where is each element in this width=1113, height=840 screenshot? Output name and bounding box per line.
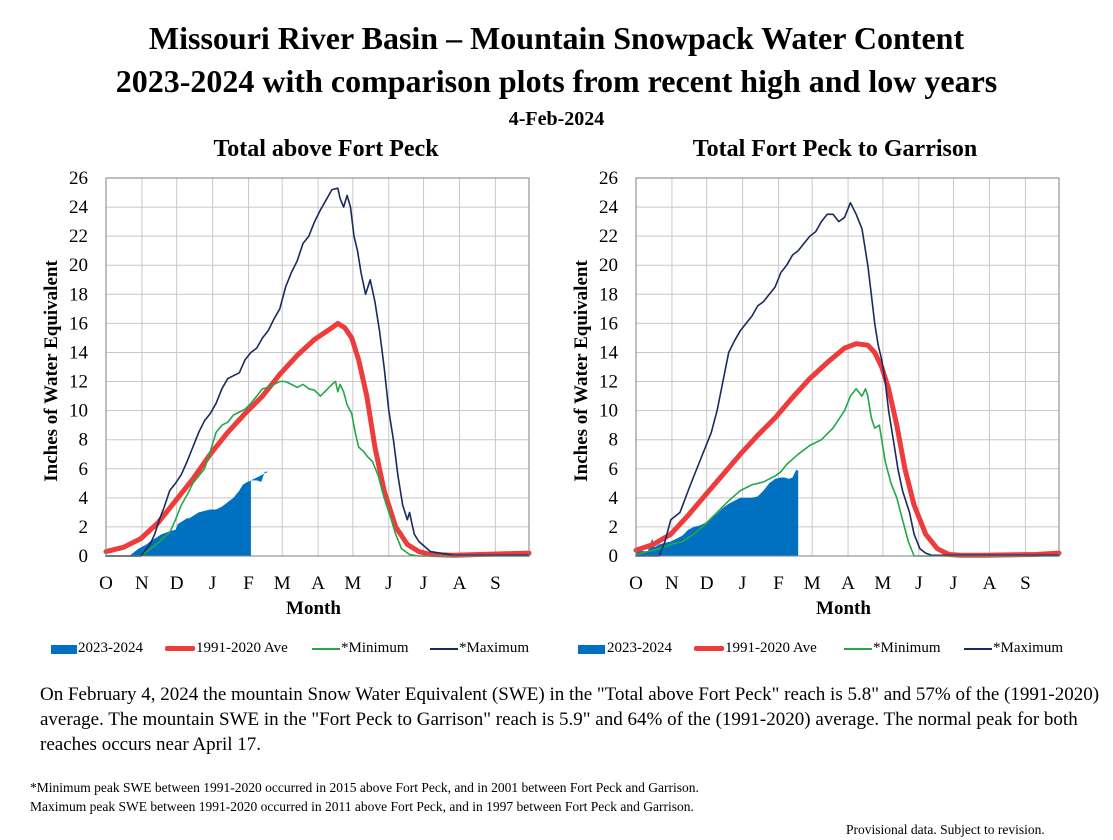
plot-border xyxy=(105,177,530,557)
legend-swatch-maximum xyxy=(430,648,458,650)
x-tick-label: J xyxy=(385,573,392,594)
legend-label-current: 2023-2024 xyxy=(607,640,672,656)
subtitle: 2023-2024 with comparison plots from rec… xyxy=(115,63,998,99)
x-axis-label: Month xyxy=(286,598,341,619)
main-title: Missouri River Basin – Mountain Snowpack… xyxy=(148,20,965,56)
x-tick-label: N xyxy=(665,573,679,594)
report-date: 4-Feb-2024 xyxy=(508,108,605,130)
x-tick-label: O xyxy=(99,573,113,594)
legend-swatch-maximum xyxy=(964,648,992,650)
x-tick-label: J xyxy=(420,573,427,594)
y-tick-label: 4 xyxy=(79,488,89,509)
x-tick-label: M xyxy=(804,573,821,594)
y-tick-label: 8 xyxy=(79,430,89,451)
x-tick-label: M xyxy=(874,573,891,594)
x-tick-label: A xyxy=(311,573,325,594)
y-tick-label: 18 xyxy=(599,284,618,305)
y-tick-label: 10 xyxy=(69,401,88,422)
legend-swatch-average xyxy=(165,646,195,651)
legend-swatch-current xyxy=(578,645,605,654)
x-tick-label: D xyxy=(170,573,184,594)
y-tick-label: 16 xyxy=(69,313,88,334)
x-tick-label: M xyxy=(274,573,291,594)
x-tick-label: M xyxy=(344,573,361,594)
provisional-note: Provisional data. Subject to revision. xyxy=(846,822,1045,837)
y-tick-label: 24 xyxy=(69,197,89,218)
x-tick-label: F xyxy=(243,573,254,594)
series-line-average xyxy=(103,320,532,558)
y-tick-label: 2 xyxy=(609,517,619,538)
series-line-minimum xyxy=(105,380,530,557)
x-tick-label: S xyxy=(490,573,501,594)
series-area-current xyxy=(636,470,799,556)
x-tick-label: D xyxy=(700,573,714,594)
series-line-minimum xyxy=(635,388,1060,557)
y-axis-label: Inches of Water Equivalent xyxy=(41,260,62,482)
x-tick-label: A xyxy=(983,573,997,594)
y-tick-label: 22 xyxy=(599,226,618,247)
y-tick-label: 0 xyxy=(609,546,619,567)
y-tick-label: 22 xyxy=(69,226,88,247)
x-tick-label: A xyxy=(453,573,467,594)
y-tick-label: 8 xyxy=(609,430,619,451)
y-tick-label: 20 xyxy=(599,255,618,276)
legend-label-minimum: *Minimum xyxy=(873,640,941,656)
series-area-current xyxy=(106,471,269,556)
y-tick-label: 4 xyxy=(609,488,619,509)
y-tick-label: 0 xyxy=(79,546,89,567)
y-tick-label: 18 xyxy=(69,284,88,305)
y-tick-label: 12 xyxy=(599,372,618,393)
y-tick-label: 16 xyxy=(599,313,618,334)
x-tick-label: J xyxy=(915,573,922,594)
y-axis-label: Inches of Water Equivalent xyxy=(571,260,592,482)
legend-label-average: 1991-2020 Ave xyxy=(725,640,817,656)
legend-swatch-minimum xyxy=(312,648,340,650)
x-tick-label: J xyxy=(739,573,746,594)
y-tick-label: 10 xyxy=(599,401,618,422)
y-tick-label: 26 xyxy=(69,168,88,189)
x-tick-label: J xyxy=(209,573,216,594)
legend-label-current: 2023-2024 xyxy=(78,640,143,656)
x-tick-label: S xyxy=(1020,573,1031,594)
x-tick-label: F xyxy=(773,573,784,594)
chart-title-fort-peck: Total above Fort Peck xyxy=(213,136,439,162)
footnote-minimum: *Minimum peak SWE between 1991-2020 occu… xyxy=(30,780,699,795)
y-tick-label: 14 xyxy=(69,342,89,363)
legend-swatch-minimum xyxy=(844,648,872,650)
legend-swatch-average xyxy=(694,646,724,651)
series-line-average xyxy=(633,341,1062,558)
y-tick-label: 24 xyxy=(599,197,619,218)
chart-title-garrison: Total Fort Peck to Garrison xyxy=(692,136,978,162)
footnote-maximum: Maximum peak SWE between 1991-2020 occur… xyxy=(30,799,694,814)
y-tick-label: 2 xyxy=(79,517,89,538)
y-tick-label: 6 xyxy=(79,459,89,480)
legend-label-maximum: *Maximum xyxy=(993,640,1063,656)
plot-border xyxy=(635,177,1060,557)
legend-swatch-current xyxy=(51,645,77,654)
x-axis-label: Month xyxy=(816,598,871,619)
y-tick-label: 14 xyxy=(599,342,619,363)
legend-label-minimum: *Minimum xyxy=(341,640,409,656)
y-tick-label: 12 xyxy=(69,372,88,393)
x-tick-label: J xyxy=(950,573,957,594)
x-tick-label: A xyxy=(841,573,855,594)
y-tick-label: 20 xyxy=(69,255,88,276)
summary-paragraph: On February 4, 2024 the mountain Snow Wa… xyxy=(40,684,1100,755)
x-tick-label: N xyxy=(135,573,149,594)
y-tick-label: 6 xyxy=(609,459,619,480)
legend-label-average: 1991-2020 Ave xyxy=(196,640,288,656)
y-tick-label: 26 xyxy=(599,168,618,189)
series-line-maximum xyxy=(635,201,1060,557)
legend-label-maximum: *Maximum xyxy=(459,640,529,656)
series-line-maximum xyxy=(105,187,530,557)
x-tick-label: O xyxy=(629,573,643,594)
